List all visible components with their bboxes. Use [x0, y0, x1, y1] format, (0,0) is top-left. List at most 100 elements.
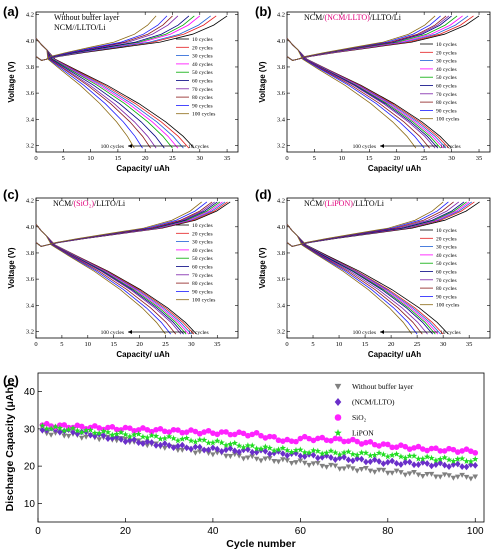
data-point [61, 427, 68, 434]
x-tick-label: 10 [336, 341, 343, 348]
data-point [406, 458, 413, 466]
data-point [450, 475, 457, 481]
data-point [244, 442, 252, 449]
y-tick-label: 30 [24, 424, 36, 435]
data-point [78, 428, 85, 436]
data-point [341, 453, 347, 461]
charge-curve [286, 201, 460, 247]
x-axis-title: Capacity/ uAh [116, 164, 169, 173]
annotation-left: 100 cycles [353, 330, 376, 336]
data-point [227, 445, 234, 452]
data-point [253, 429, 260, 436]
charge-curve [35, 201, 208, 247]
data-point [245, 432, 251, 439]
data-point [183, 429, 190, 435]
data-point [406, 471, 413, 477]
data-point [334, 398, 342, 406]
data-point [415, 461, 422, 469]
data-point [47, 425, 55, 432]
data-point [153, 426, 159, 433]
data-point [463, 446, 470, 452]
data-point [315, 454, 321, 462]
data-point [406, 446, 413, 452]
data-point [122, 431, 129, 438]
discharge-curve [35, 223, 166, 335]
x-tick-label: 20 [393, 155, 400, 162]
data-point [240, 430, 247, 437]
y-tick-label: 4.2 [277, 12, 285, 19]
data-point [467, 458, 475, 465]
data-point [350, 436, 356, 443]
data-point [214, 431, 221, 438]
data-point [472, 455, 479, 462]
data-point [235, 442, 243, 449]
data-point [358, 467, 365, 473]
annotation-right: 10 cycles [440, 144, 461, 150]
data-point [157, 425, 164, 432]
data-point [319, 450, 326, 457]
data-point [402, 472, 409, 478]
data-point [222, 441, 230, 448]
data-point [223, 446, 229, 454]
data-point [334, 383, 342, 390]
data-point [376, 457, 382, 465]
x-tick-label: 0 [285, 155, 288, 162]
legend-label: 90 cycles [436, 294, 457, 300]
data-point [157, 441, 164, 449]
x-tick-label: 5 [62, 155, 65, 162]
y-tick-label: 3.2 [277, 142, 285, 149]
data-point [428, 462, 435, 470]
data-point [371, 441, 378, 448]
data-point [179, 441, 186, 449]
y-tick-label: 3.6 [26, 276, 35, 283]
x-tick-label: 10 [339, 155, 346, 162]
x-tick-label: 20 [388, 341, 395, 348]
data-point [153, 442, 159, 449]
legend-label: 100 cycles [192, 112, 215, 118]
legend-label: (NCM/LLTO) [352, 398, 395, 407]
data-point [131, 436, 137, 444]
data-point [411, 470, 417, 476]
data-point [341, 438, 347, 445]
data-point [284, 452, 291, 459]
data-point [450, 457, 457, 464]
y-tick-label: 4.2 [26, 198, 34, 205]
legend-label: 10 cycles [436, 42, 457, 48]
data-point [419, 455, 426, 462]
data-point [437, 474, 444, 480]
x-tick-label: 10 [87, 155, 94, 162]
data-point [162, 440, 168, 447]
data-point [105, 435, 111, 443]
data-point [410, 452, 418, 459]
data-point [367, 468, 374, 474]
data-point [227, 454, 234, 460]
data-point [284, 458, 291, 464]
data-point [170, 444, 177, 452]
data-point [450, 446, 457, 453]
annotation-arrowhead [128, 144, 132, 148]
data-point [127, 436, 133, 444]
data-point [297, 435, 304, 442]
data-point [118, 436, 124, 443]
data-point [183, 434, 190, 441]
data-point [109, 424, 116, 430]
legend-label: SiO₂ [352, 413, 367, 422]
charge-curve [35, 201, 218, 247]
data-point [310, 451, 317, 459]
data-point [332, 463, 339, 469]
data-point [227, 440, 234, 447]
data-point [437, 455, 444, 462]
data-point [266, 456, 273, 462]
annotation-arrowhead [380, 144, 384, 148]
data-point [340, 449, 348, 456]
data-point [297, 452, 304, 460]
data-point [236, 429, 242, 436]
data-point [446, 463, 452, 470]
data-point [423, 453, 431, 460]
data-point [48, 432, 54, 438]
x-tick-label: 0 [34, 341, 37, 348]
data-point [209, 439, 217, 446]
x-tick-label: 35 [214, 341, 221, 348]
data-point [201, 446, 207, 454]
data-point [310, 447, 317, 454]
